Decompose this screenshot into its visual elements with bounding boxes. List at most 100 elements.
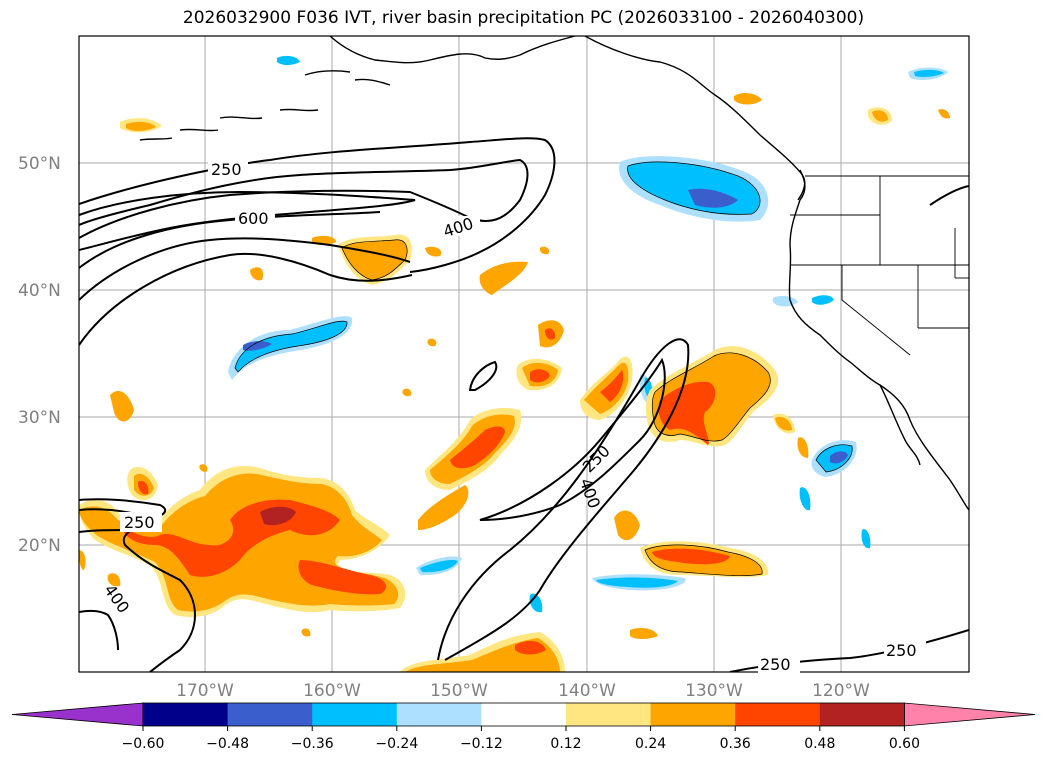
pc-positive-region xyxy=(872,110,888,122)
pc-positive-region xyxy=(425,246,442,257)
colorbar-extend-high xyxy=(904,702,1036,727)
ivt-contour-400 xyxy=(479,357,666,521)
lon-label: 120°W xyxy=(812,681,870,701)
pc-positive-region xyxy=(938,109,950,119)
lon-label: 170°W xyxy=(176,681,234,701)
ivt-contour-600 xyxy=(79,211,381,269)
colorbar-tick-label: 0.24 xyxy=(635,736,666,752)
pc-negative-region xyxy=(243,341,272,351)
pc-positive-region xyxy=(775,416,792,431)
coastlines xyxy=(139,36,969,511)
longitude-labels: 170°W 160°W 150°W 140°W 130°W 120°W xyxy=(176,681,870,701)
pc-negative-region xyxy=(235,321,348,372)
pc-positive-region xyxy=(199,464,208,472)
ivt-contour-250 xyxy=(79,498,196,672)
state-borders xyxy=(790,175,969,356)
colorbar-tick-label: 0.60 xyxy=(889,736,920,752)
pc-positive-region xyxy=(250,267,264,281)
contour-label: 250 xyxy=(886,641,917,660)
colorbar-segment xyxy=(819,703,905,726)
contour-label: 250 xyxy=(124,513,155,532)
ivt-contour-250 xyxy=(79,252,413,346)
pc-negative-region xyxy=(596,577,678,588)
pc-positive-region xyxy=(301,628,311,637)
pc-positive-region xyxy=(630,628,658,639)
contour-label: 250 xyxy=(760,655,791,674)
ivt-contour-400 xyxy=(79,237,411,301)
pc-positive-region xyxy=(614,510,640,541)
colorbar-segment xyxy=(481,703,567,726)
pc-positive-region xyxy=(515,640,546,655)
colorbar-tick-label: 0.36 xyxy=(720,736,751,752)
colorbar-tick-label: −0.36 xyxy=(291,736,334,752)
ivt-contour-250 xyxy=(929,185,969,206)
map-frame xyxy=(78,35,970,673)
contour-label: 600 xyxy=(238,209,269,228)
pc-positive-region xyxy=(107,573,121,587)
pc-positive-region xyxy=(260,506,296,526)
lat-label: 40°N xyxy=(18,281,61,301)
colorbar-tick-label: −0.48 xyxy=(206,736,249,752)
pc-shading xyxy=(79,55,950,672)
lat-label: 50°N xyxy=(18,154,61,174)
pc-positive-region xyxy=(110,390,134,422)
us-west-coast xyxy=(788,244,969,511)
contour-label: 250 xyxy=(211,160,242,179)
pc-positive-region xyxy=(545,328,556,340)
ivt-contour-250 xyxy=(468,360,498,391)
lat-label: 20°N xyxy=(18,536,61,556)
pc-negative-region xyxy=(799,487,811,511)
lon-label: 140°W xyxy=(558,681,616,701)
pc-positive-region xyxy=(418,485,469,530)
pc-positive-region xyxy=(450,426,505,469)
latitude-labels: 50°N 40°N 30°N 20°N xyxy=(18,154,61,556)
colorbar-tick-label: 0.48 xyxy=(804,736,835,752)
aleutian-islands xyxy=(139,70,391,141)
colorbar-tick-label: −0.24 xyxy=(375,736,418,752)
ivt-contour-250 xyxy=(437,338,690,661)
colorbar: −0.60 −0.48 −0.36 −0.24 −0.12 0.12 0.24 0.36 0.4… xyxy=(11,702,1036,752)
pc-positive-region xyxy=(298,560,387,595)
colorbar-border xyxy=(142,702,905,727)
colorbar-segment xyxy=(566,703,652,726)
pc-positive-region xyxy=(600,370,624,402)
pc-negative-region xyxy=(830,451,848,464)
pc-positive-region xyxy=(652,548,730,565)
ivt-contour-400 xyxy=(79,609,119,651)
lon-label: 130°W xyxy=(685,681,743,701)
pc-negative-region xyxy=(914,69,944,77)
pc-negative-region xyxy=(420,559,458,573)
colorbar-segment xyxy=(227,703,313,726)
pc-positive-region xyxy=(734,93,762,105)
colorbar-segment xyxy=(396,703,482,726)
colorbar-tick-label: 0.12 xyxy=(550,736,581,752)
pc-negative-region xyxy=(812,295,834,305)
pc-contour-outlines xyxy=(234,161,853,577)
pc-negative-region xyxy=(861,529,871,549)
pc-positive-region xyxy=(402,388,412,397)
colorbar-segment xyxy=(143,703,229,726)
colorbar-tick-label: −0.12 xyxy=(460,736,503,752)
colorbar-segment xyxy=(650,703,736,726)
colorbar-segment xyxy=(735,703,821,726)
pc-positive-region xyxy=(126,121,156,131)
british-columbia-coast xyxy=(789,169,806,246)
colorbar-extend-low xyxy=(11,702,144,727)
pc-positive-region xyxy=(658,381,716,445)
lon-label: 160°W xyxy=(303,681,361,701)
alaska-coast xyxy=(329,36,576,64)
pc-positive-region xyxy=(138,480,149,495)
pc-positive-region xyxy=(530,369,550,383)
baja-california xyxy=(879,384,921,466)
pc-positive-region xyxy=(797,437,809,458)
pc-positive-region xyxy=(539,246,550,255)
pc-positive-region xyxy=(479,261,528,295)
pc-negative-region xyxy=(277,55,300,65)
pc-positive-region xyxy=(79,550,86,570)
colorbar-segment xyxy=(312,703,398,726)
colorbar-tick-label: −0.60 xyxy=(122,736,165,752)
pc-negative-region xyxy=(688,188,738,208)
pc-positive-region xyxy=(427,338,437,347)
map-title: 2026032900 F036 IVT, river basin precipi… xyxy=(182,8,865,28)
